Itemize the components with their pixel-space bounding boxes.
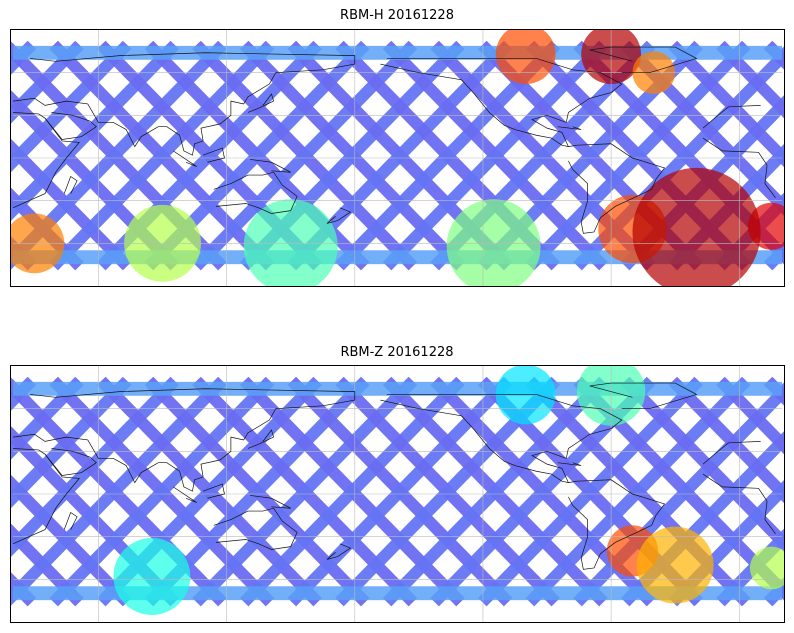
rbm-z-graticule <box>13 366 782 622</box>
rbm-h-coast-sumatra <box>173 150 197 167</box>
rbm-h-coast-australia <box>213 171 298 214</box>
rbm-h-coast-africa <box>702 137 776 199</box>
rbm-z-coast-northamerica <box>380 394 623 484</box>
rbm-h-coast-japan <box>247 93 275 113</box>
rbm-z-coast-cuba <box>557 462 582 466</box>
rbm-z-coast-sumatra <box>173 486 197 503</box>
rbm-z-coast-africa <box>12 448 80 545</box>
rbm-h-coast-madagascar <box>63 175 78 194</box>
rbm-z-coast-borneo <box>202 483 225 499</box>
rbm-h-coast-northamerica <box>380 58 623 148</box>
rbm-h-hot-zone-7 <box>495 30 556 85</box>
rbm-h-map-svg <box>11 30 784 286</box>
rbm-z-title: RBM-Z 20161228 <box>340 345 454 360</box>
rbm-z-hot-zone-0 <box>749 546 784 590</box>
rbm-h-coast-borneo <box>202 147 225 163</box>
rbm-h-coast-africa <box>12 112 80 209</box>
rbm-h-coast-southamerica <box>568 143 666 234</box>
rbm-z-coastlines <box>12 382 776 570</box>
rbm-z-coast-africa <box>702 473 776 535</box>
rbm-z-coast-newguinea <box>250 495 291 509</box>
rbm-h-hot-zone-6 <box>632 167 761 286</box>
rbm-z-hot-zone-1 <box>113 538 191 615</box>
rbm-h-map <box>10 29 785 287</box>
rbm-h-swath-coverage <box>11 40 784 271</box>
rbm-z-coast-eurasia <box>12 388 356 492</box>
rbm-h-coast-newguinea <box>250 159 291 173</box>
rbm-z-hot-zone-3 <box>636 526 714 604</box>
rbm-z-coast-japan <box>247 429 275 449</box>
rbm-z-coast-madagascar <box>63 511 78 530</box>
rbm-h-coast-cuba <box>557 126 582 130</box>
rbm-h-coast-africa <box>702 105 761 129</box>
rbm-z-coast-australia <box>213 507 298 550</box>
rbm-h-title: RBM-H 20161228 <box>340 8 454 23</box>
rbm-z-map <box>10 365 785 623</box>
rbm-h-hot-zone-4 <box>446 199 541 286</box>
rbm-h-coast-arabia <box>44 112 97 140</box>
rbm-h-coast-greenland <box>589 46 698 74</box>
rbm-z-hot-zones <box>113 366 784 615</box>
rbm-z-coast-nz <box>326 543 352 560</box>
rbm-h-coast-nz <box>326 207 352 224</box>
rbm-h-graticule <box>13 30 782 286</box>
rbm-h-coast-eurasia <box>12 52 356 156</box>
rbm-h-coastlines <box>12 46 776 234</box>
rbm-z-map-svg <box>11 366 784 622</box>
rbm-z-coast-arabia <box>44 448 97 476</box>
rbm-z-hot-zone-4 <box>495 366 556 425</box>
rbm-z-coast-greenland <box>589 382 698 410</box>
rbm-h-hot-zone-3 <box>243 199 338 286</box>
rbm-h-hot-zones <box>11 30 784 286</box>
rbm-z-coast-africa <box>702 441 761 465</box>
rbm-z-coast-southamerica <box>568 479 666 570</box>
